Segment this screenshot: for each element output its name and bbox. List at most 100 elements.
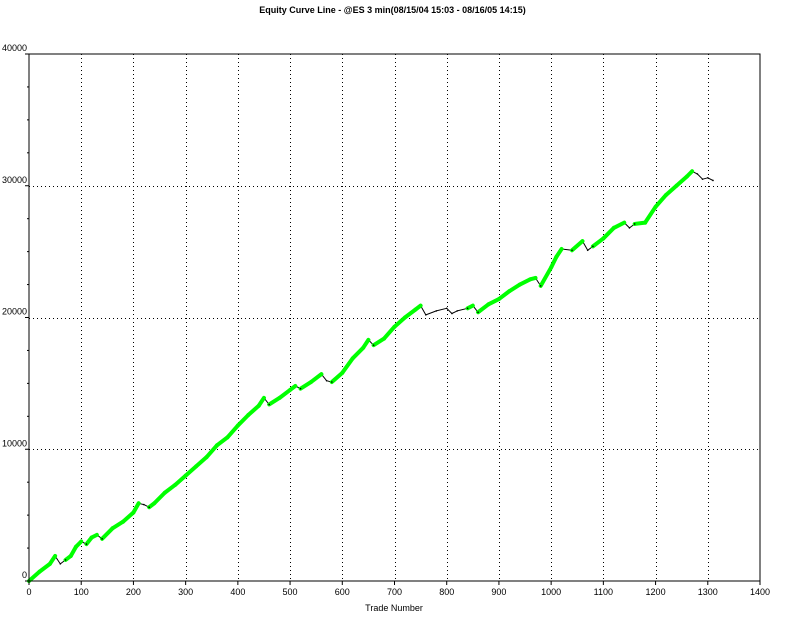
equity-new-high-segment — [214, 435, 230, 448]
equity-point — [136, 501, 141, 506]
equity-new-high-segment — [298, 380, 313, 391]
x-tick-label: 0 — [26, 587, 31, 597]
equity-point — [528, 277, 533, 282]
x-tick-label: 400 — [230, 587, 245, 597]
x-tick-label: 1000 — [541, 587, 561, 597]
equity-new-high-segment — [590, 236, 606, 249]
y-tick-label: 0 — [22, 570, 27, 580]
equity-point — [121, 519, 125, 524]
equity-point — [643, 220, 647, 225]
equity-point — [425, 314, 427, 316]
equity-point — [37, 569, 42, 574]
equity-point — [706, 177, 709, 179]
equity-point — [685, 174, 689, 179]
x-tick-label: 200 — [126, 587, 141, 597]
equity-new-high-segment — [235, 412, 251, 428]
equity-new-high-segment — [100, 526, 115, 541]
equity-new-high-segment — [643, 204, 658, 225]
equity-new-high-segment — [27, 569, 42, 583]
equity-point — [586, 249, 589, 252]
x-tick-label: 700 — [387, 587, 402, 597]
equity-point — [85, 543, 88, 545]
equity-new-high-segment — [674, 174, 689, 188]
equity-point — [204, 455, 209, 459]
y-tick-label: 20000 — [2, 307, 27, 317]
equity-point — [622, 220, 627, 225]
equity-new-high-segment — [382, 324, 397, 341]
equity-new-high-segment — [601, 225, 616, 241]
y-axis: 0 10000 20000 30000 40000 — [2, 43, 29, 582]
equity-point — [194, 464, 198, 469]
equity-new-high-segment — [204, 443, 219, 460]
equity-point — [712, 179, 714, 182]
equity-point — [451, 312, 453, 315]
equity-point — [418, 303, 423, 308]
y-tick-label: 30000 — [2, 175, 27, 185]
equity-point — [325, 379, 328, 382]
x-tick-label: 500 — [283, 587, 298, 597]
equity-point — [392, 324, 397, 329]
equity-point — [256, 403, 261, 408]
equity-new-high-segment — [340, 356, 355, 375]
x-tick-label: 600 — [335, 587, 350, 597]
chart-title: Equity Curve Line - @ES 3 min(08/15/04 1… — [259, 5, 526, 15]
equity-point — [580, 239, 585, 243]
x-tick-label: 1200 — [646, 587, 666, 597]
equity-new-high-segment — [267, 395, 282, 407]
equity-point — [612, 226, 616, 230]
equity-new-high-segment — [371, 336, 387, 348]
equity-new-high-segment — [476, 302, 491, 315]
equity-point — [571, 249, 573, 252]
equity-point — [268, 403, 270, 406]
equity-point — [497, 297, 501, 301]
equity-point — [262, 396, 266, 400]
equity-point — [403, 315, 407, 320]
equity-point — [664, 193, 668, 197]
equity-point — [246, 413, 251, 417]
equity-point — [162, 490, 167, 495]
equity-point — [533, 276, 538, 280]
equity-point — [148, 506, 150, 509]
equity-point — [225, 435, 230, 440]
equity-point — [456, 310, 458, 312]
equity-point — [696, 173, 699, 175]
equity-new-high-segment — [653, 192, 669, 209]
equity-point — [382, 336, 386, 341]
equity-point — [288, 388, 292, 392]
equity-point — [549, 265, 553, 270]
equity-new-high-segment — [110, 519, 125, 531]
equity-point — [701, 178, 704, 180]
equity-point — [64, 559, 67, 561]
equity-new-high-segment — [538, 265, 554, 288]
equity-point — [95, 533, 99, 537]
equity-new-high-segment — [507, 282, 522, 294]
equity-point — [471, 303, 475, 308]
x-axis-title: Trade Number — [365, 603, 423, 613]
equity-point — [309, 380, 313, 384]
equity-point — [110, 526, 115, 531]
equity-new-high-segment — [183, 464, 199, 478]
equity-new-high-segment — [152, 490, 167, 506]
equity-new-high-segment — [664, 183, 679, 197]
equity-new-high-segment — [570, 239, 585, 253]
equity-point — [236, 423, 240, 428]
equity-point — [299, 387, 302, 390]
equity-point — [690, 169, 694, 174]
equity-point — [507, 289, 512, 293]
equity-point — [152, 501, 157, 506]
equity-point — [559, 247, 564, 251]
equity-point — [293, 384, 298, 388]
equity-point — [53, 554, 57, 558]
y-tick-label: 40000 — [2, 43, 27, 53]
x-tick-label: 900 — [491, 587, 506, 597]
equity-point — [48, 562, 52, 566]
equity-point — [68, 554, 73, 558]
equity-point — [592, 245, 594, 248]
y-tick-label: 10000 — [2, 438, 27, 448]
equity-point — [477, 311, 479, 314]
equity-point — [74, 544, 78, 549]
equity-point — [466, 307, 469, 310]
equity-point — [183, 473, 188, 478]
equity-point — [89, 535, 94, 540]
